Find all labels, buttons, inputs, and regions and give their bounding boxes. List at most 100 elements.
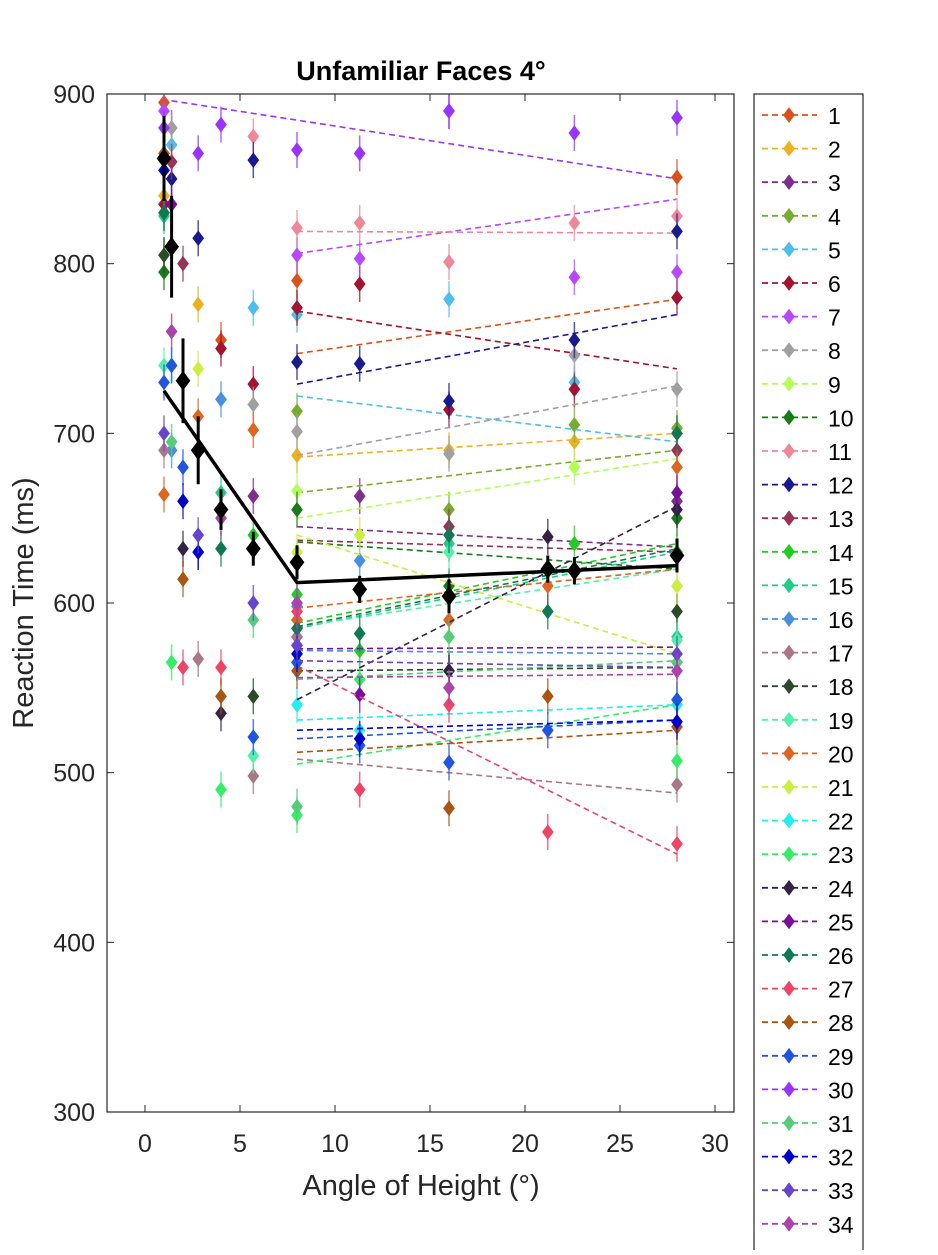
- legend-entry-5: 5: [762, 237, 841, 263]
- series-11-point: [353, 215, 366, 231]
- series-6-point: [215, 340, 227, 357]
- legend-marker-5: [783, 241, 795, 258]
- series-33-fit-line: [296, 659, 678, 669]
- mean-point: [213, 499, 229, 520]
- legend-entry-7: 7: [762, 305, 841, 331]
- series-34-point: [671, 663, 683, 679]
- legend-entry-1: 1: [762, 103, 841, 129]
- legend-label-2: 2: [828, 137, 841, 163]
- series-8-point: [671, 381, 683, 398]
- series-12-point: [671, 223, 683, 240]
- series-22-point: [291, 696, 303, 713]
- legend-marker-11: [783, 443, 795, 459]
- series-8-fit-line: [296, 385, 678, 457]
- series-4-fit-line: [296, 449, 678, 494]
- legend-label-23: 23: [828, 842, 854, 868]
- x-tick-label: 20: [511, 1130, 539, 1158]
- series-12-point: [291, 354, 303, 370]
- series-6-point: [353, 276, 366, 292]
- legend-label-30: 30: [828, 1077, 854, 1103]
- legend-marker-17: [783, 644, 795, 661]
- legend-entry-6: 6: [762, 271, 841, 297]
- series-26-point: [671, 425, 683, 442]
- x-tick-label: 25: [606, 1130, 634, 1158]
- series-30: [158, 94, 683, 180]
- series-14-point: [568, 535, 581, 552]
- series-26-point: [353, 625, 366, 642]
- series-29-point: [165, 357, 178, 374]
- legend-label-15: 15: [828, 573, 854, 599]
- series-26: [158, 194, 683, 652]
- legend-entry-4: 4: [762, 204, 841, 230]
- legend-label-26: 26: [828, 943, 854, 969]
- series-23-point: [165, 654, 178, 671]
- series-23-point: [215, 781, 227, 798]
- legend-entry-29: 29: [762, 1044, 854, 1070]
- legend-label-18: 18: [828, 674, 854, 700]
- legend-label-29: 29: [828, 1044, 854, 1070]
- x-tick-label: 0: [138, 1130, 152, 1158]
- series-6-fit-line: [296, 310, 678, 370]
- legend-label-31: 31: [828, 1111, 854, 1137]
- series-34-fit-line: [296, 673, 678, 679]
- series-12-point: [443, 393, 455, 409]
- series-11-point: [568, 215, 581, 231]
- legend-marker-21: [783, 779, 795, 795]
- series-34-point: [291, 595, 303, 611]
- legend-label-1: 1: [828, 103, 841, 129]
- series-6-point: [291, 299, 303, 316]
- series-34-point: [443, 679, 455, 696]
- legend-label-35: 35: [828, 1245, 854, 1250]
- series-25-point: [671, 484, 683, 501]
- legend-entry-23: 23: [762, 842, 854, 868]
- legend-marker-9: [783, 375, 795, 392]
- series-28-point: [215, 688, 227, 705]
- legend-entry-22: 22: [762, 809, 854, 835]
- legend-entry-34: 34: [762, 1212, 854, 1238]
- legend-marker-19: [783, 711, 795, 728]
- mean-point: [245, 538, 261, 559]
- series-33-point: [247, 595, 260, 611]
- series-16-point: [215, 391, 227, 408]
- legend-entry-17: 17: [762, 641, 854, 667]
- mean-point: [669, 545, 685, 566]
- series-8-point: [291, 423, 303, 440]
- x-tick-label: 10: [321, 1130, 349, 1158]
- series-7-point: [568, 269, 581, 286]
- legend-marker-20: [783, 745, 795, 762]
- legend-label-27: 27: [828, 977, 854, 1003]
- legend-marker-24: [783, 879, 795, 896]
- mean-point: [567, 560, 582, 581]
- series-19-point: [247, 747, 260, 764]
- series-26-fit-line: [296, 547, 678, 628]
- chart-title: Unfamiliar Faces 4°: [296, 56, 545, 86]
- series-7-point: [291, 247, 303, 264]
- legend-label-28: 28: [828, 1010, 854, 1036]
- legend-label-11: 11: [828, 439, 852, 465]
- legend-marker-27: [783, 980, 795, 997]
- legend-marker-29: [783, 1047, 795, 1064]
- series-11-point: [291, 220, 303, 236]
- legend-marker-13: [783, 510, 795, 527]
- series-28-point: [541, 688, 554, 705]
- legend-marker-30: [783, 1081, 795, 1098]
- legend-marker-31: [783, 1115, 795, 1131]
- series-21-point: [671, 578, 683, 594]
- series-20-point: [247, 422, 260, 438]
- series-8-point: [247, 396, 260, 413]
- series-28-point: [177, 571, 189, 588]
- mean-point: [156, 148, 172, 169]
- series-3-point: [247, 488, 260, 504]
- x-tick-label: 15: [416, 1130, 444, 1158]
- legend-box: [753, 93, 864, 1255]
- series-32-point: [353, 730, 366, 747]
- series-13-point: [177, 255, 189, 272]
- legend-marker-2: [783, 140, 795, 157]
- series-34: [165, 313, 683, 706]
- series-27-point: [353, 781, 366, 798]
- series-31: [165, 423, 683, 825]
- y-tick-label: 900: [53, 81, 95, 109]
- series-31-fit-line: [296, 659, 678, 681]
- legend-marker-1: [783, 107, 795, 123]
- series-20-point: [671, 459, 683, 476]
